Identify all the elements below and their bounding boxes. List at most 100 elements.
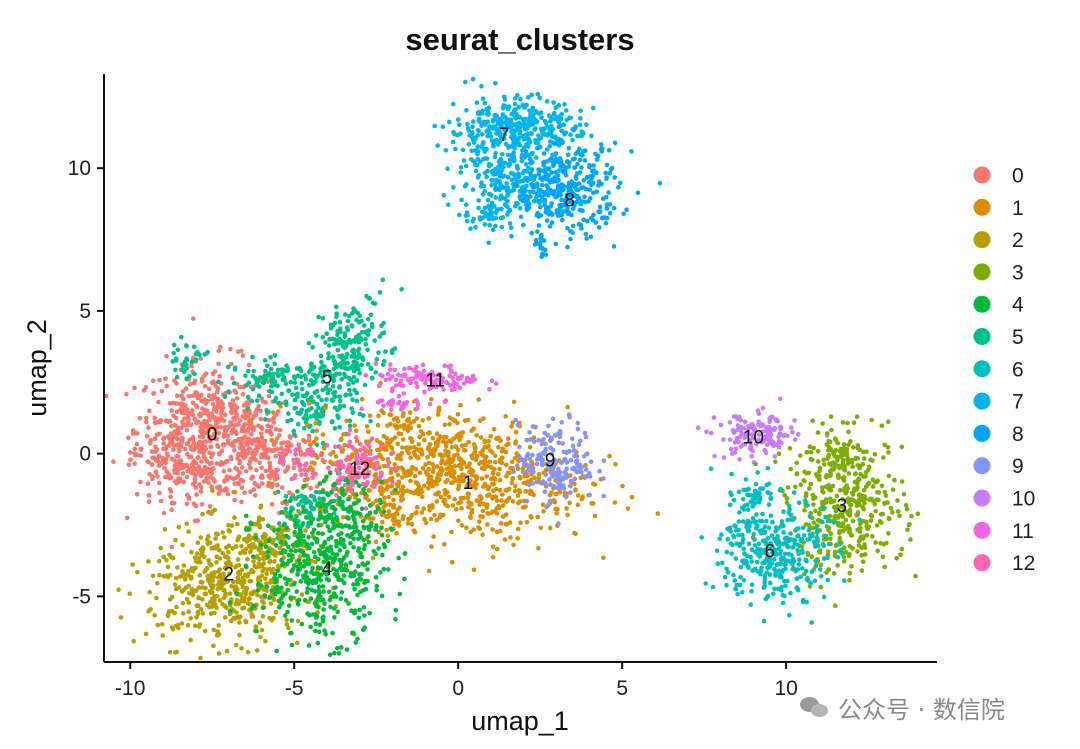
- point: [173, 356, 179, 362]
- point: [509, 480, 515, 486]
- point: [193, 444, 199, 449]
- point: [611, 205, 617, 211]
- point: [350, 482, 355, 488]
- point: [189, 586, 195, 592]
- point: [537, 240, 543, 246]
- point: [327, 470, 333, 476]
- point: [202, 424, 208, 430]
- point: [742, 435, 748, 440]
- point: [399, 498, 404, 503]
- point: [427, 430, 432, 436]
- point: [439, 460, 444, 466]
- point: [511, 140, 516, 145]
- point: [226, 523, 231, 528]
- point: [239, 567, 245, 573]
- point: [476, 205, 481, 211]
- point: [335, 413, 340, 418]
- point: [402, 366, 407, 372]
- point: [514, 180, 519, 186]
- point: [516, 120, 522, 126]
- point: [198, 356, 204, 361]
- point: [445, 166, 450, 171]
- point: [235, 480, 241, 486]
- point: [536, 476, 542, 481]
- point: [346, 523, 352, 529]
- point: [370, 300, 376, 306]
- point: [330, 373, 336, 378]
- point: [180, 389, 186, 394]
- point: [555, 157, 561, 163]
- point: [267, 467, 272, 473]
- point: [358, 448, 363, 453]
- point: [357, 571, 362, 577]
- point: [559, 197, 564, 203]
- point: [402, 576, 407, 582]
- point: [565, 404, 570, 410]
- point: [556, 466, 561, 472]
- point: [249, 398, 255, 404]
- point: [488, 476, 494, 482]
- point: [245, 406, 250, 412]
- point: [176, 524, 182, 530]
- point: [148, 438, 154, 443]
- point: [592, 513, 598, 519]
- point: [537, 95, 542, 101]
- point: [251, 448, 257, 454]
- point: [337, 548, 343, 553]
- point: [554, 511, 559, 516]
- point: [557, 113, 563, 119]
- point: [197, 444, 203, 450]
- point: [516, 105, 521, 110]
- point: [284, 363, 289, 368]
- point: [535, 229, 540, 234]
- point: [489, 378, 495, 384]
- point: [184, 441, 190, 447]
- point: [156, 399, 161, 405]
- point: [414, 416, 420, 421]
- point: [296, 558, 302, 563]
- point: [248, 549, 253, 555]
- point: [184, 366, 190, 371]
- point: [132, 461, 137, 466]
- point: [462, 473, 468, 478]
- point: [564, 506, 569, 511]
- point: [199, 502, 205, 507]
- point: [463, 163, 469, 169]
- point: [579, 165, 584, 170]
- point: [153, 458, 159, 463]
- point: [217, 567, 222, 572]
- point: [313, 571, 319, 577]
- point: [513, 484, 518, 489]
- point: [169, 555, 174, 560]
- point: [175, 622, 181, 628]
- point: [234, 467, 240, 472]
- point: [576, 442, 582, 448]
- point: [297, 367, 303, 373]
- point: [170, 359, 175, 364]
- point: [404, 400, 410, 405]
- point: [353, 435, 359, 440]
- point: [494, 511, 500, 516]
- point: [207, 540, 213, 546]
- point: [502, 160, 508, 166]
- point: [332, 426, 338, 431]
- point: [400, 466, 406, 472]
- point: [313, 412, 319, 418]
- point: [416, 442, 422, 447]
- point: [582, 430, 588, 436]
- point: [396, 394, 402, 399]
- point: [546, 113, 552, 118]
- point: [913, 573, 918, 579]
- point: [511, 542, 516, 548]
- point: [772, 425, 778, 431]
- point: [490, 169, 496, 174]
- point: [334, 538, 339, 544]
- point: [206, 393, 212, 398]
- point: [351, 380, 356, 385]
- point: [379, 479, 384, 485]
- point: [292, 530, 297, 535]
- point: [272, 399, 278, 404]
- point: [144, 419, 149, 425]
- point: [272, 477, 278, 482]
- point: [212, 597, 217, 603]
